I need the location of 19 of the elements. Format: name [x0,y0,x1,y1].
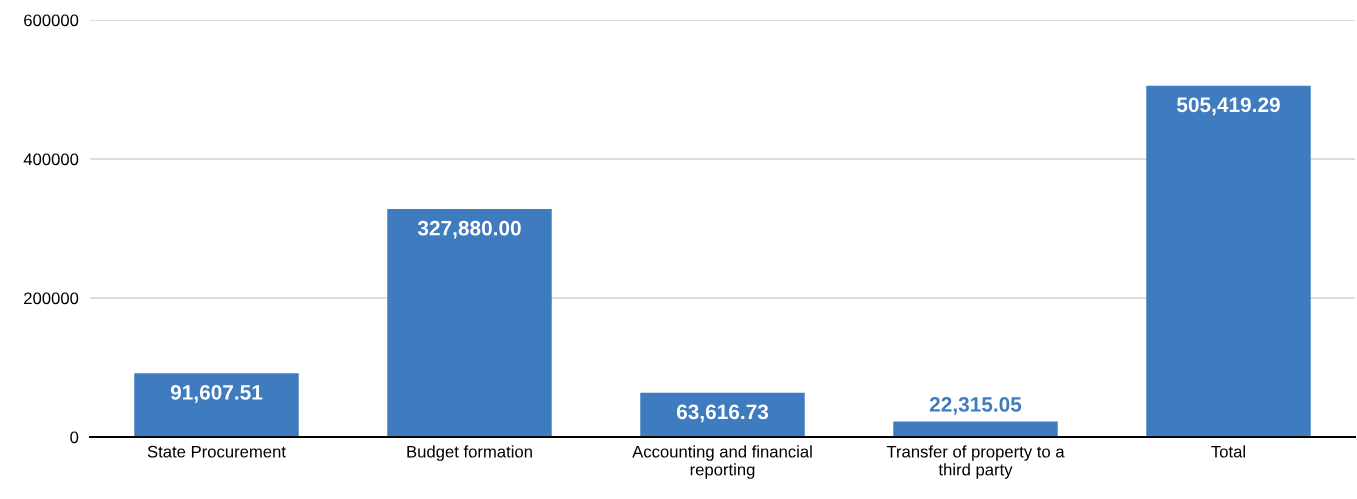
bar [893,421,1058,437]
y-tick-label: 400000 [23,153,79,166]
x-tick-label: Transfer of property to a third party [886,445,1065,479]
data-label: 91,607.51 [170,384,263,403]
data-label: 327,880.00 [417,220,521,239]
y-tick-label: 200000 [24,292,79,305]
data-label: 63,616.73 [676,404,769,423]
bar [640,392,805,437]
data-label: 22,315.05 [929,397,1022,415]
bar [134,373,299,437]
bar [1146,85,1311,437]
x-tick-label: Total [1211,445,1245,458]
x-tick-label: Budget formation [407,445,532,461]
x-tick-label: State Procurement [147,445,286,458]
x-tick-label: Accounting and financial reporting [632,445,812,479]
data-label: 505,419.29 [1177,97,1280,116]
bar [387,209,552,437]
y-tick-label: 0 [70,431,79,444]
y-tick-label: 600000 [24,14,79,27]
